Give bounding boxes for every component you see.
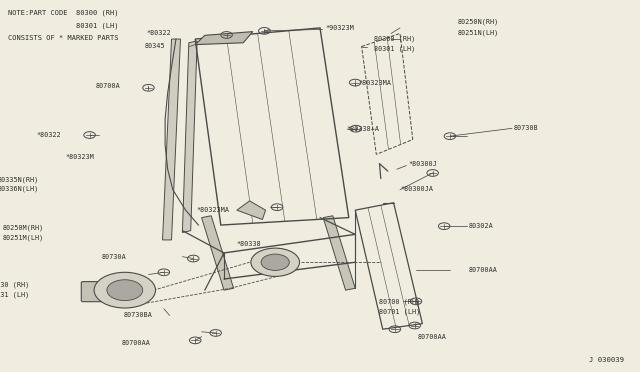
- Text: *80322: *80322: [36, 132, 61, 138]
- Circle shape: [94, 272, 156, 308]
- Text: *80323MA: *80323MA: [358, 80, 392, 86]
- Text: 80730A: 80730A: [102, 254, 127, 260]
- Text: NOTE:PART CODE  80300 (RH): NOTE:PART CODE 80300 (RH): [8, 9, 118, 16]
- Text: *80323M: *80323M: [66, 154, 95, 160]
- Text: J 030039: J 030039: [589, 357, 624, 363]
- Text: 80700AA: 80700AA: [468, 267, 497, 273]
- Text: 80302A: 80302A: [468, 223, 493, 229]
- Polygon shape: [163, 39, 180, 240]
- Text: 80730BA: 80730BA: [124, 312, 152, 318]
- Text: 80301 (LH): 80301 (LH): [374, 46, 415, 52]
- Text: *80322: *80322: [147, 31, 172, 36]
- Text: 80336N(LH): 80336N(LH): [0, 186, 38, 192]
- Text: 80300 (RH): 80300 (RH): [374, 36, 415, 42]
- Text: 80251N(LH): 80251N(LH): [458, 29, 499, 36]
- Text: 80250N(RH): 80250N(RH): [458, 18, 499, 25]
- Polygon shape: [182, 41, 197, 232]
- Polygon shape: [195, 32, 253, 45]
- Text: 80335N(RH): 80335N(RH): [0, 176, 38, 183]
- Text: 80700 (RH): 80700 (RH): [379, 299, 420, 305]
- Text: *80323MA: *80323MA: [196, 207, 229, 213]
- Text: *80338+A: *80338+A: [347, 126, 380, 132]
- Text: 80700A: 80700A: [95, 83, 120, 89]
- Text: 80700AA: 80700AA: [122, 340, 150, 346]
- Text: 80701 (LH): 80701 (LH): [379, 308, 420, 315]
- Text: *90323M: *90323M: [325, 25, 354, 31]
- Text: *80300J: *80300J: [408, 161, 437, 167]
- Polygon shape: [323, 216, 355, 290]
- Text: *80338: *80338: [236, 241, 261, 247]
- Text: 80301 (LH): 80301 (LH): [8, 22, 118, 29]
- Text: *80300JA: *80300JA: [400, 186, 433, 192]
- Text: 80730B: 80730B: [514, 125, 539, 131]
- Circle shape: [251, 248, 300, 276]
- Text: CONSISTS OF * MARKED PARTS: CONSISTS OF * MARKED PARTS: [8, 35, 118, 41]
- FancyBboxPatch shape: [81, 282, 127, 302]
- Circle shape: [107, 280, 143, 301]
- Text: 80730 (RH): 80730 (RH): [0, 281, 29, 288]
- Text: 80250M(RH): 80250M(RH): [3, 224, 44, 231]
- Polygon shape: [202, 216, 234, 290]
- Text: 80731 (LH): 80731 (LH): [0, 291, 29, 298]
- Text: 80345: 80345: [145, 44, 165, 49]
- Text: 80251M(LH): 80251M(LH): [3, 234, 44, 241]
- Text: 80700AA: 80700AA: [417, 334, 446, 340]
- Circle shape: [261, 254, 289, 270]
- Polygon shape: [237, 201, 266, 219]
